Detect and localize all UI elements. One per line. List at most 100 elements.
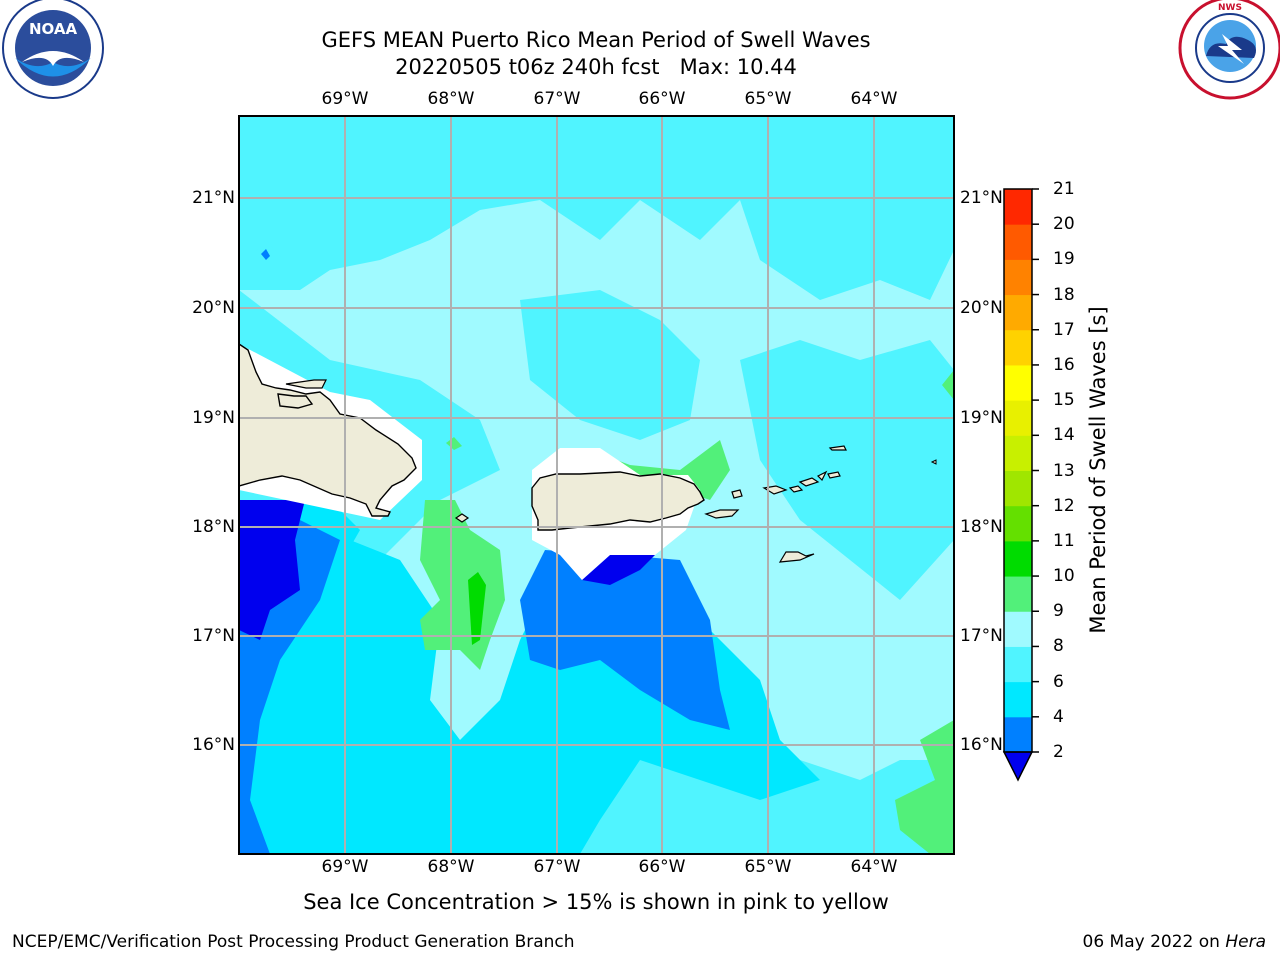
lon-label-top: 69°W bbox=[321, 89, 369, 109]
chart-title: GEFS MEAN Puerto Rico Mean Period of Swe… bbox=[321, 28, 871, 52]
colorbar-segment bbox=[1004, 329, 1032, 366]
contour-4-6-nw-dot bbox=[261, 249, 270, 260]
contour-below-2-west bbox=[239, 500, 305, 640]
lat-label-left: 21°N bbox=[192, 188, 235, 208]
colorbar-tick-label: 17 bbox=[1053, 319, 1075, 340]
lon-label-bottom: 67°W bbox=[533, 857, 581, 877]
contour-field bbox=[239, 116, 954, 854]
lon-label-bottom: 68°W bbox=[427, 857, 475, 877]
colorbar-segment bbox=[1004, 470, 1032, 507]
colorbar-tick-label: 12 bbox=[1053, 495, 1075, 516]
land-mona bbox=[454, 513, 470, 523]
contour-9-10-mona bbox=[420, 500, 505, 670]
colorbar-tick-label: 14 bbox=[1053, 425, 1075, 446]
land-vieques bbox=[704, 509, 740, 519]
svg-text:NOAA: NOAA bbox=[29, 20, 78, 38]
colorbar-segment bbox=[1004, 681, 1032, 718]
map-panel bbox=[238, 115, 955, 855]
lat-label-right: 17°N bbox=[960, 626, 1003, 646]
colorbar-segment bbox=[1004, 189, 1032, 225]
contour-9-10-se bbox=[895, 720, 954, 854]
colorbar-segment bbox=[1004, 259, 1032, 296]
colorbar-segment bbox=[1004, 611, 1032, 647]
land-culebra bbox=[731, 489, 743, 499]
chart-subtitle: 20220505 t06z 240h fcst Max: 10.44 bbox=[395, 55, 797, 79]
contour-6-8-east bbox=[740, 340, 954, 600]
lon-label-bottom: 69°W bbox=[321, 857, 369, 877]
lat-label-right: 18°N bbox=[960, 517, 1003, 537]
noaa-logo: NOAA bbox=[2, 0, 104, 99]
sea-ice-note: Sea Ice Concentration > 15% is shown in … bbox=[303, 890, 889, 914]
colorbar-tick-label: 4 bbox=[1053, 706, 1064, 727]
land-tortola bbox=[798, 477, 820, 487]
map-frame bbox=[238, 115, 955, 855]
lat-label-right: 16°N bbox=[960, 735, 1003, 755]
colorbar-tick-label: 13 bbox=[1053, 460, 1075, 481]
lon-label-bottom: 65°W bbox=[744, 857, 792, 877]
colorbar-segment bbox=[1004, 224, 1032, 260]
contour-6-8-central bbox=[520, 290, 700, 440]
colorbar-tick-label: 10 bbox=[1053, 566, 1075, 587]
credit-right: 06 May 2022 on Hera bbox=[1083, 932, 1267, 952]
land-hispaniola-north bbox=[277, 393, 314, 409]
colorbar-segment bbox=[1004, 646, 1032, 683]
colorbar-segment bbox=[1004, 576, 1032, 612]
lon-label-bottom: 66°W bbox=[638, 857, 686, 877]
lat-label-right: 20°N bbox=[960, 298, 1003, 318]
credit-date: 06 May 2022 on bbox=[1082, 932, 1220, 952]
lat-label-right: 19°N bbox=[960, 408, 1003, 428]
colorbar-tick-label: 18 bbox=[1053, 284, 1075, 305]
lon-label-top: 68°W bbox=[427, 89, 475, 109]
colorbar-extend-arrow bbox=[1002, 751, 1034, 782]
lon-label-top: 66°W bbox=[638, 89, 686, 109]
colorbar-segment bbox=[1004, 540, 1032, 577]
land-islet-east bbox=[930, 459, 937, 465]
colorbar-segment bbox=[1004, 716, 1032, 753]
colorbar-tick-label: 20 bbox=[1053, 214, 1075, 235]
land-virgin-gorda bbox=[816, 470, 828, 482]
colorbar-label: Mean Period of Swell Waves [s] bbox=[1086, 306, 1110, 634]
colorbar bbox=[1002, 188, 1039, 782]
lon-label-top: 64°W bbox=[850, 89, 898, 109]
graticule bbox=[239, 116, 954, 854]
land-sombrero bbox=[828, 445, 847, 451]
land-st-john bbox=[788, 485, 804, 493]
colorbar-segment bbox=[1004, 505, 1032, 542]
colorbar-segment bbox=[1004, 400, 1032, 436]
contour-6-8-north bbox=[239, 116, 954, 300]
colorbar-tick-label: 21 bbox=[1053, 179, 1075, 199]
colorbar-tick-label: 16 bbox=[1053, 354, 1075, 375]
contour-10-11-mona bbox=[468, 572, 486, 645]
credit-machine: Hera bbox=[1225, 932, 1266, 952]
colorbar-tick-label: 9 bbox=[1053, 601, 1064, 622]
land-st-thomas bbox=[762, 485, 788, 495]
lat-label-left: 16°N bbox=[192, 735, 235, 755]
lat-label-left: 18°N bbox=[192, 517, 235, 537]
colorbar-tick-label: 19 bbox=[1053, 249, 1075, 270]
colorbar-tick-label: 15 bbox=[1053, 390, 1075, 411]
colorbar-segment bbox=[1004, 294, 1032, 331]
colorbar-tick-label: 6 bbox=[1053, 671, 1064, 692]
lon-label-top: 67°W bbox=[533, 89, 581, 109]
colorbar-tick-label: 11 bbox=[1053, 530, 1075, 551]
credit-left: NCEP/EMC/Verification Post Processing Pr… bbox=[12, 932, 575, 952]
land-st-croix bbox=[778, 551, 815, 563]
colorbar-segment bbox=[1004, 435, 1032, 471]
lat-label-left: 19°N bbox=[192, 408, 235, 428]
nws-logo: NWS bbox=[1178, 0, 1280, 100]
contour-2-4-prsouth bbox=[520, 550, 730, 730]
lat-label-left: 20°N bbox=[192, 298, 235, 318]
colorbar-tick-label: 8 bbox=[1053, 636, 1064, 657]
contour-9-10-ne bbox=[942, 370, 954, 400]
lon-label-bottom: 64°W bbox=[850, 857, 898, 877]
svg-text:NWS: NWS bbox=[1218, 3, 1242, 13]
land-tortuga bbox=[285, 379, 327, 389]
contour-below-2-pr bbox=[582, 555, 655, 585]
land-anegada bbox=[827, 471, 841, 479]
lat-label-left: 17°N bbox=[192, 626, 235, 646]
colorbar-tick-label: 2 bbox=[1053, 742, 1064, 762]
lon-label-top: 65°W bbox=[744, 89, 792, 109]
land-hispaniola bbox=[239, 343, 417, 517]
lat-label-right: 21°N bbox=[960, 188, 1003, 208]
